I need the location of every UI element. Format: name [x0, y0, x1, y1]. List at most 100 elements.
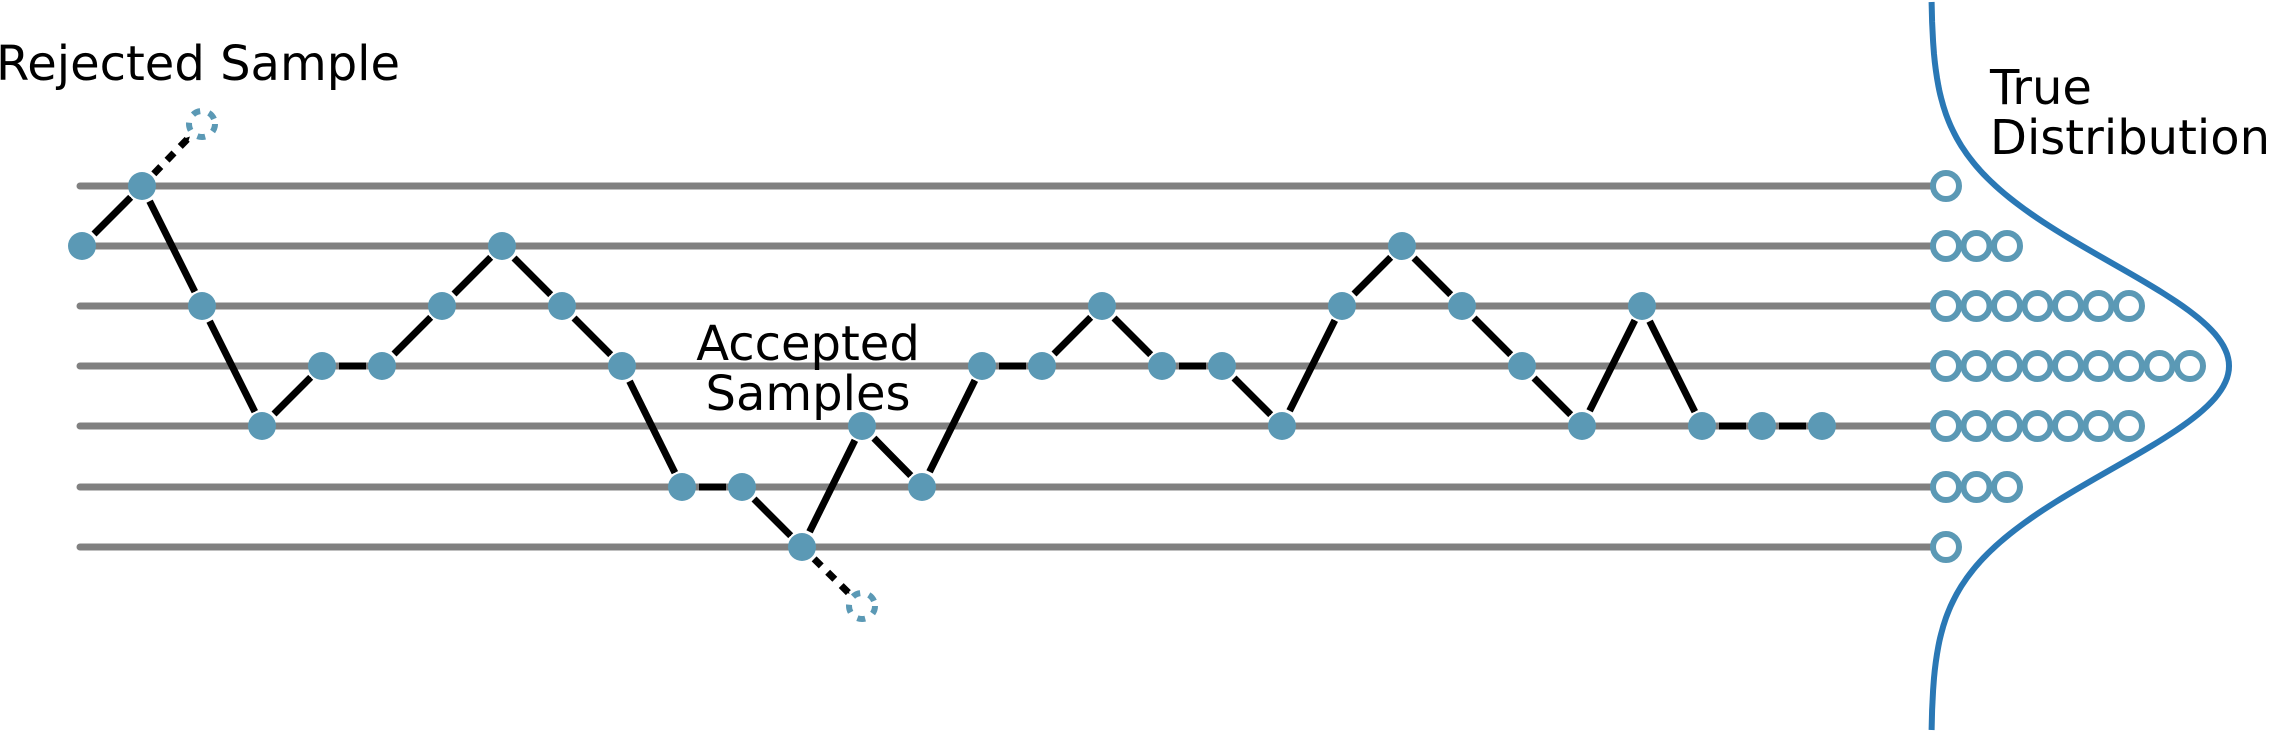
rejected-samples	[151, 108, 878, 622]
histogram-circle	[2021, 350, 2054, 382]
rejected-arrow-0	[151, 134, 192, 177]
sample-nodes	[68, 172, 1836, 561]
accepted-samples-label-line2: Samples	[706, 366, 911, 422]
arrow-9	[626, 379, 679, 475]
sample-node-6	[428, 292, 456, 320]
transition-arrows	[91, 194, 1807, 539]
arrow-14	[926, 378, 979, 474]
sample-node-23	[1448, 292, 1476, 320]
histogram-circle	[1960, 290, 1993, 322]
sample-node-9	[608, 352, 636, 380]
true-distribution-label-line1: True	[1989, 60, 2092, 116]
rejected-node-0	[186, 108, 218, 140]
histogram-circle	[1991, 410, 2023, 442]
histogram-circle	[1960, 471, 1993, 503]
histogram-circle	[1930, 471, 1962, 503]
sample-node-5	[368, 352, 396, 380]
sample-node-0	[68, 232, 96, 260]
histogram-circle	[1930, 410, 1962, 442]
true-distribution-curve	[1928, 1, 2233, 731]
histogram-circle	[2113, 410, 2145, 442]
arrow-7	[511, 255, 554, 298]
histogram-circle	[1960, 410, 1993, 442]
histogram-circle	[2082, 290, 2115, 322]
sample-node-20	[1268, 412, 1296, 440]
sample-node-8	[548, 292, 576, 320]
true-distribution-curve-layer	[1928, 1, 2233, 731]
arrow-1	[146, 199, 198, 294]
sample-node-15	[968, 352, 996, 380]
histogram-circle	[1960, 230, 1993, 262]
sample-node-16	[1028, 352, 1056, 380]
arrow-26	[1646, 319, 1698, 414]
histogram-circles	[1930, 170, 2206, 563]
sample-node-17	[1088, 292, 1116, 320]
histogram-circle	[1991, 290, 2023, 322]
arrow-21	[1351, 254, 1394, 297]
histogram-circle	[1930, 531, 1962, 563]
sample-node-12	[788, 533, 816, 561]
histogram-circle	[1991, 230, 2023, 262]
arrow-13	[871, 435, 914, 479]
rejected-node-1	[846, 590, 878, 622]
sample-node-27	[1688, 412, 1716, 440]
histogram-circle	[1960, 350, 1993, 382]
arrow-16	[1051, 314, 1094, 357]
sample-node-2	[188, 292, 216, 320]
sample-node-29	[1808, 412, 1836, 440]
sample-node-26	[1628, 292, 1656, 320]
rejected-arrow-1	[811, 556, 852, 596]
true-distribution-label-line2: Distribution	[1990, 110, 2270, 166]
histogram-circle	[2143, 350, 2176, 382]
arrow-23	[1471, 315, 1514, 358]
rejected-sample-label: Rejected Sample	[0, 36, 400, 92]
histogram-circle	[1930, 350, 1962, 382]
arrow-24	[1531, 375, 1574, 418]
histogram-circle	[1930, 170, 1962, 202]
arrow-6	[451, 254, 494, 297]
histogram-circle	[1930, 230, 1962, 262]
histogram-circle	[2052, 290, 2084, 322]
sample-node-3	[248, 412, 276, 440]
sample-node-14	[908, 473, 936, 501]
histogram-circle	[1991, 350, 2023, 382]
arrow-22	[1411, 255, 1454, 298]
arrow-11	[751, 496, 794, 539]
arrow-12	[806, 438, 859, 534]
arrow-8	[571, 315, 614, 358]
sample-node-18	[1148, 352, 1176, 380]
sample-node-28	[1748, 412, 1776, 440]
histogram-circle	[1930, 290, 1962, 322]
histogram-circle	[2082, 410, 2115, 442]
histogram-circle	[2113, 290, 2145, 322]
arrow-5	[391, 314, 434, 357]
sample-node-4	[308, 352, 336, 380]
arrow-3	[271, 374, 314, 417]
sample-node-21	[1328, 292, 1356, 320]
histogram-circle	[2052, 410, 2084, 442]
sample-node-7	[488, 232, 516, 260]
sample-node-1	[128, 172, 156, 200]
histogram-circle	[1991, 471, 2023, 503]
histogram-circle	[2174, 350, 2206, 382]
arrow-17	[1111, 315, 1154, 358]
histogram-circle	[2021, 410, 2054, 442]
arrow-19	[1231, 375, 1274, 418]
sample-node-19	[1208, 352, 1236, 380]
arrow-0	[91, 194, 134, 237]
accepted-samples-label-line1: Accepted	[696, 316, 920, 372]
sample-node-24	[1508, 352, 1536, 380]
sample-node-22	[1388, 232, 1416, 260]
histogram-circle	[2021, 290, 2054, 322]
sample-node-13	[848, 412, 876, 440]
sample-node-25	[1568, 412, 1596, 440]
sample-node-10	[668, 473, 696, 501]
arrow-20	[1286, 318, 1338, 413]
arrow-2	[206, 319, 258, 414]
histogram-circle	[2113, 350, 2145, 382]
histogram-circle	[2082, 350, 2115, 382]
histogram-circle	[2052, 350, 2084, 382]
arrow-25	[1586, 318, 1638, 413]
sample-node-11	[728, 473, 756, 501]
